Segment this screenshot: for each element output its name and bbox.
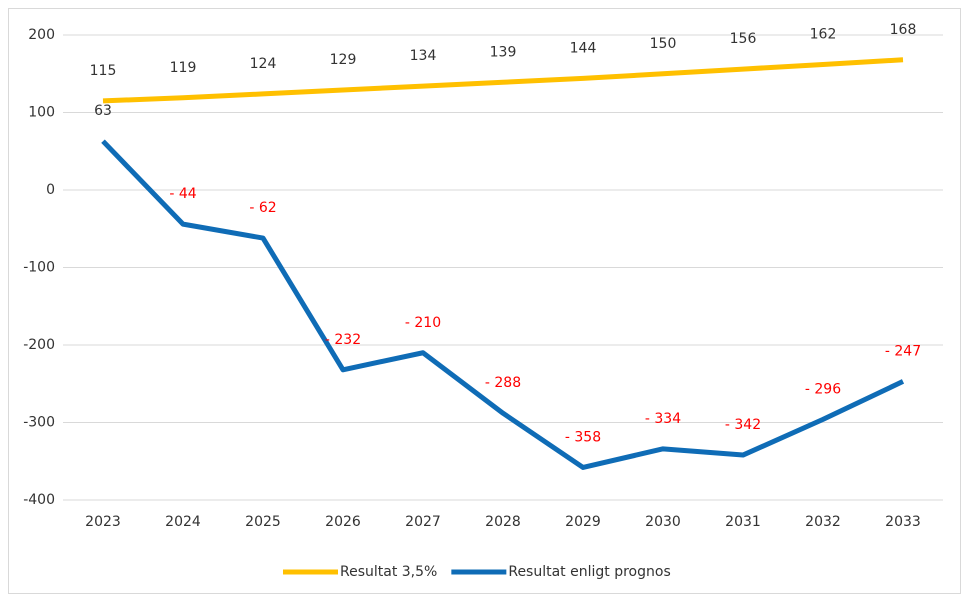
data-label: - 288 <box>485 375 521 391</box>
data-label: 162 <box>810 26 837 42</box>
data-label: - 342 <box>725 417 761 433</box>
y-tick-label: 100 <box>28 105 55 121</box>
y-tick-label: -400 <box>23 492 55 508</box>
legend-label: Resultat 3,5% <box>340 564 437 580</box>
data-label: - 358 <box>565 429 601 445</box>
data-label: - 210 <box>405 315 441 331</box>
data-label: 63 <box>94 103 112 119</box>
data-label: 144 <box>570 40 597 56</box>
x-tick-label: 2023 <box>85 514 121 530</box>
x-tick-label: 2033 <box>885 514 921 530</box>
data-label: 119 <box>170 60 197 76</box>
y-tick-label: 0 <box>46 182 55 198</box>
data-label: 115 <box>90 63 117 79</box>
data-label: - 334 <box>645 411 681 427</box>
y-tick-label: -300 <box>23 415 55 431</box>
data-label: 150 <box>650 36 677 52</box>
chart-frame <box>8 8 961 594</box>
x-tick-label: 2024 <box>165 514 201 530</box>
data-label: - 62 <box>249 200 276 216</box>
series-line <box>102 57 904 104</box>
data-label: 139 <box>490 44 517 60</box>
series-line <box>101 139 905 470</box>
data-label: - 232 <box>325 332 361 348</box>
x-tick-label: 2029 <box>565 514 601 530</box>
data-label: - 247 <box>885 343 921 359</box>
x-tick-label: 2025 <box>245 514 281 530</box>
x-tick-label: 2026 <box>325 514 361 530</box>
y-tick-label: -200 <box>23 337 55 353</box>
x-tick-label: 2027 <box>405 514 441 530</box>
data-label: - 296 <box>805 381 841 397</box>
x-tick-label: 2030 <box>645 514 681 530</box>
data-label: 168 <box>890 22 917 38</box>
data-label: 134 <box>410 48 437 64</box>
x-tick-label: 2028 <box>485 514 521 530</box>
y-tick-label: -100 <box>23 260 55 276</box>
data-label: 129 <box>330 52 357 68</box>
x-tick-label: 2032 <box>805 514 841 530</box>
data-label: 124 <box>250 56 277 72</box>
data-label: - 44 <box>169 186 196 202</box>
y-tick-label: 200 <box>28 27 55 43</box>
legend-label: Resultat enligt prognos <box>508 564 670 580</box>
x-tick-label: 2031 <box>725 514 761 530</box>
data-label: 156 <box>730 31 757 47</box>
